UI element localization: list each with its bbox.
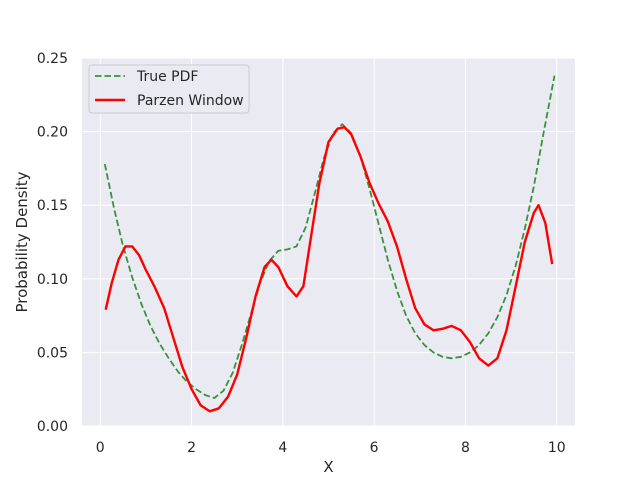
y-tick-label: 0.00	[37, 419, 68, 435]
y-tick-label: 0.15	[37, 198, 68, 214]
x-axis-ticks: 0 2 4 6 8 10	[96, 440, 566, 456]
legend-box	[88, 64, 250, 114]
series-layer	[103, 75, 556, 413]
legend-label-parzen-window: Parzen Window	[137, 93, 244, 109]
x-tick-label: 6	[370, 440, 379, 456]
y-tick-label: 0.10	[37, 272, 68, 288]
x-tick-label: 10	[548, 440, 566, 456]
grid	[82, 57, 575, 427]
x-tick-label: 0	[96, 440, 105, 456]
x-tick-label: 8	[461, 440, 470, 456]
y-axis-ticks: 0.00 0.05 0.10 0.15 0.20 0.25	[37, 51, 68, 435]
legend-label-true-pdf: True PDF	[136, 69, 198, 85]
legend: True PDF Parzen Window	[88, 64, 250, 114]
y-tick-label: 0.05	[37, 345, 68, 361]
y-axis-label: Probability Density	[13, 171, 31, 312]
x-tick-label: 4	[278, 440, 287, 456]
x-tick-label: 2	[187, 440, 196, 456]
y-tick-label: 0.25	[37, 51, 68, 67]
series-line-parzen-window	[104, 126, 554, 413]
x-axis-label: X	[323, 458, 333, 476]
y-tick-label: 0.20	[37, 125, 68, 141]
plot-area	[82, 58, 575, 426]
